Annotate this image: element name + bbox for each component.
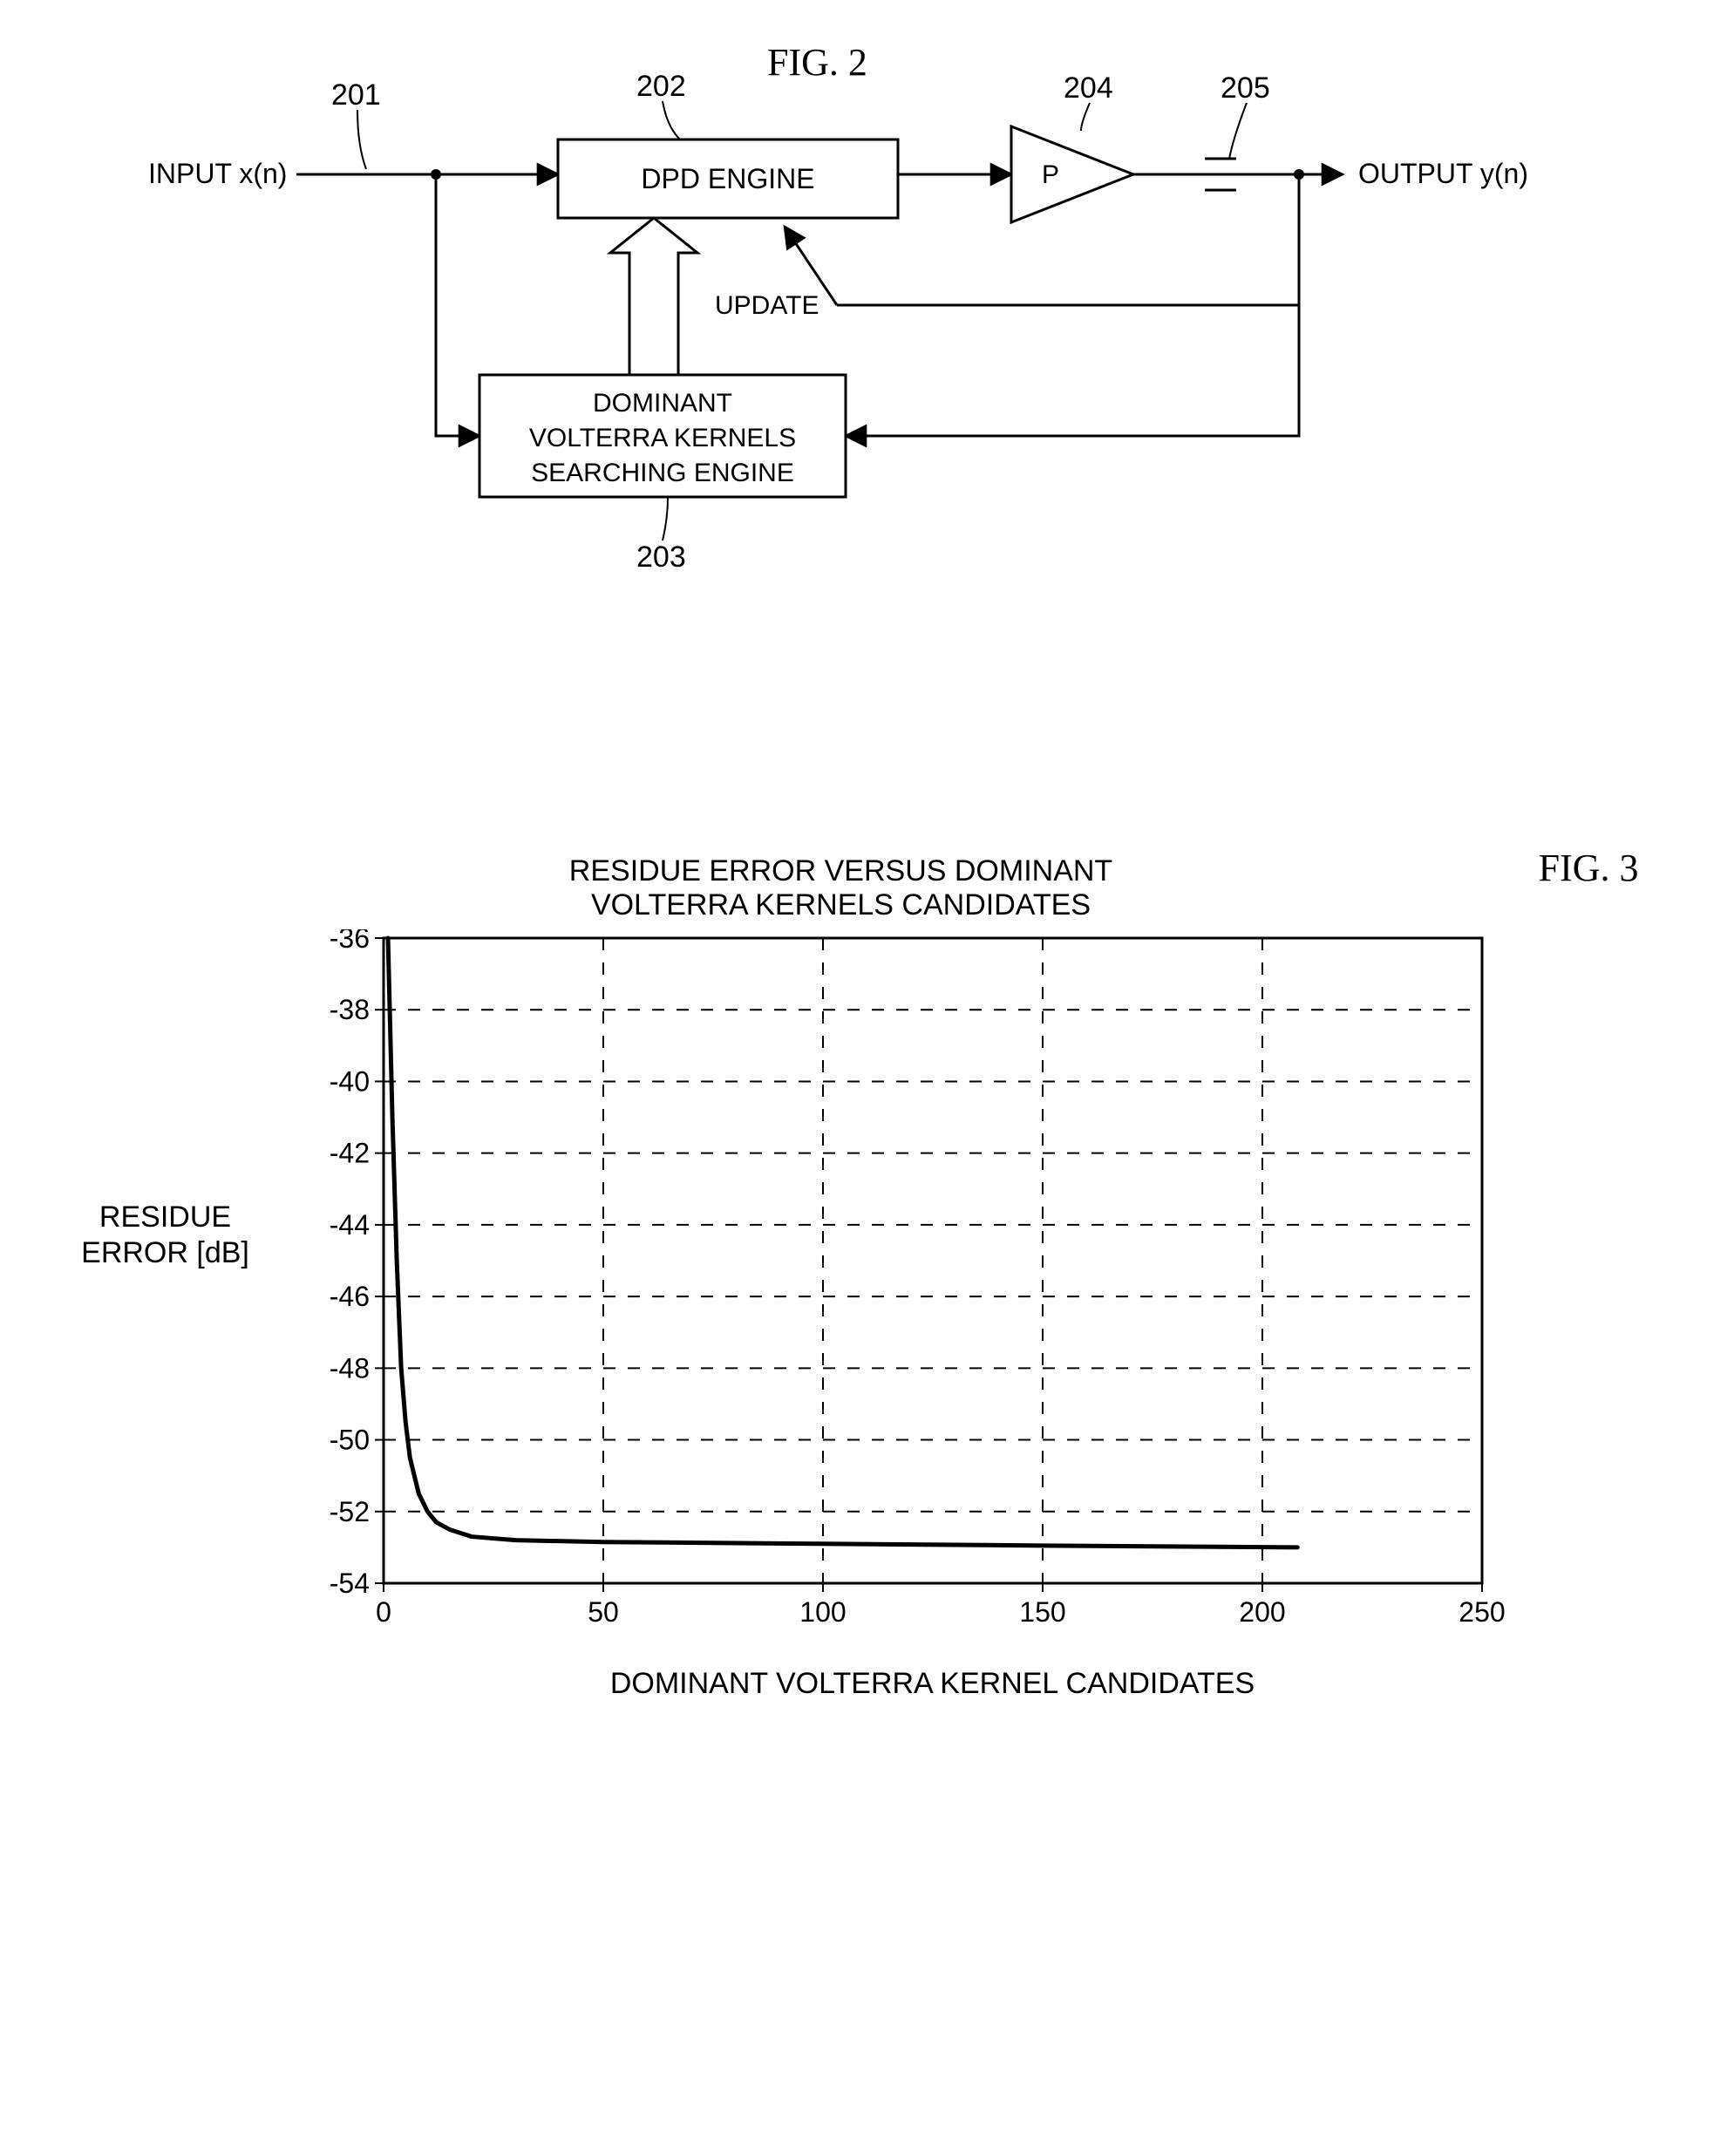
arrow-feedback-to-search [846,305,1299,436]
fig2-title: FIG. 2 [767,40,867,85]
arrow-input-to-search [436,174,479,436]
fig3-chart-title-line2: VOLTERRA KERNELS CANDIDATES [591,888,1091,922]
ytick-label: -44 [329,1209,369,1241]
ref-205-leader [1229,103,1247,159]
input-label: INPUT x(n) [148,158,287,189]
ytick-label: -50 [329,1425,369,1456]
update-label: UPDATE [715,291,819,320]
fig3-ylabel-line1: RESIDUE [99,1200,231,1234]
fig3-chart-title-line1: RESIDUE ERROR VERSUS DOMINANT [569,854,1112,888]
search-engine-label-line3: SEARCHING ENGINE [531,459,794,487]
figure-3-chart: FIG. 3 RESIDUE ERROR VERSUS DOMINANT VOL… [70,854,1664,1701]
fig3-ylabel-line2: ERROR [dB] [81,1236,249,1269]
fig3-xlabel: DOMINANT VOLTERRA KERNEL CANDIDATES [384,1667,1482,1701]
fig3-svg: -36 -38 -40 -42 -44 -46 -48 -50 -52 -540 50 100 150 2… [262,929,1569,1653]
xtick-label: 50 [588,1596,619,1628]
fig2-svg: INPUT x(n) DPD ENGINE P OUTPUT y(n) DOMINANT… [70,52,1552,680]
ref-202-leader [663,101,680,139]
ref-202: 202 [636,70,686,103]
ytick-label: -36 [329,929,369,954]
ytick-label: -46 [329,1281,369,1312]
xtick-label: 200 [1239,1596,1285,1628]
plot-border [384,938,1482,1583]
ref-203: 203 [636,541,686,574]
ytick-label: -38 [329,994,369,1025]
power-amplifier [1011,126,1133,222]
xtick-label: 100 [799,1596,846,1628]
ref-205: 205 [1221,71,1270,105]
fig3-title: FIG. 3 [1539,846,1639,890]
ytick-label: -54 [329,1568,369,1599]
search-engine-label-line1: DOMINANT [593,389,732,418]
xtick-label: 250 [1459,1596,1505,1628]
amp-label: P [1042,160,1059,189]
ytick-label: -42 [329,1138,369,1169]
xtick-label: 0 [376,1596,391,1628]
ytick-label: -40 [329,1066,369,1098]
ref-203-leader [663,497,668,541]
dpd-engine-label: DPD ENGINE [641,163,814,194]
search-engine-label-line2: VOLTERRA KERNELS [529,424,796,452]
ytick-label: -52 [329,1496,369,1527]
xtick-label: 150 [1019,1596,1065,1628]
fig3-chart-title: RESIDUE ERROR VERSUS DOMINANT VOLTERRA K… [384,854,1299,922]
figure-2-block-diagram: FIG. 2 INPUT x(n)DPD ENGINEPOUTPUT y(n)D… [70,52,1664,680]
ref-201-leader [357,110,366,169]
update-arrow [610,218,697,375]
ref-204: 204 [1064,71,1113,105]
output-label: OUTPUT y(n) [1358,158,1528,189]
ref-201: 201 [331,78,381,112]
ytick-label: -48 [329,1353,369,1384]
fig3-ylabel: RESIDUE ERROR [dB] [70,1200,262,1271]
ref-204-leader [1081,103,1090,131]
